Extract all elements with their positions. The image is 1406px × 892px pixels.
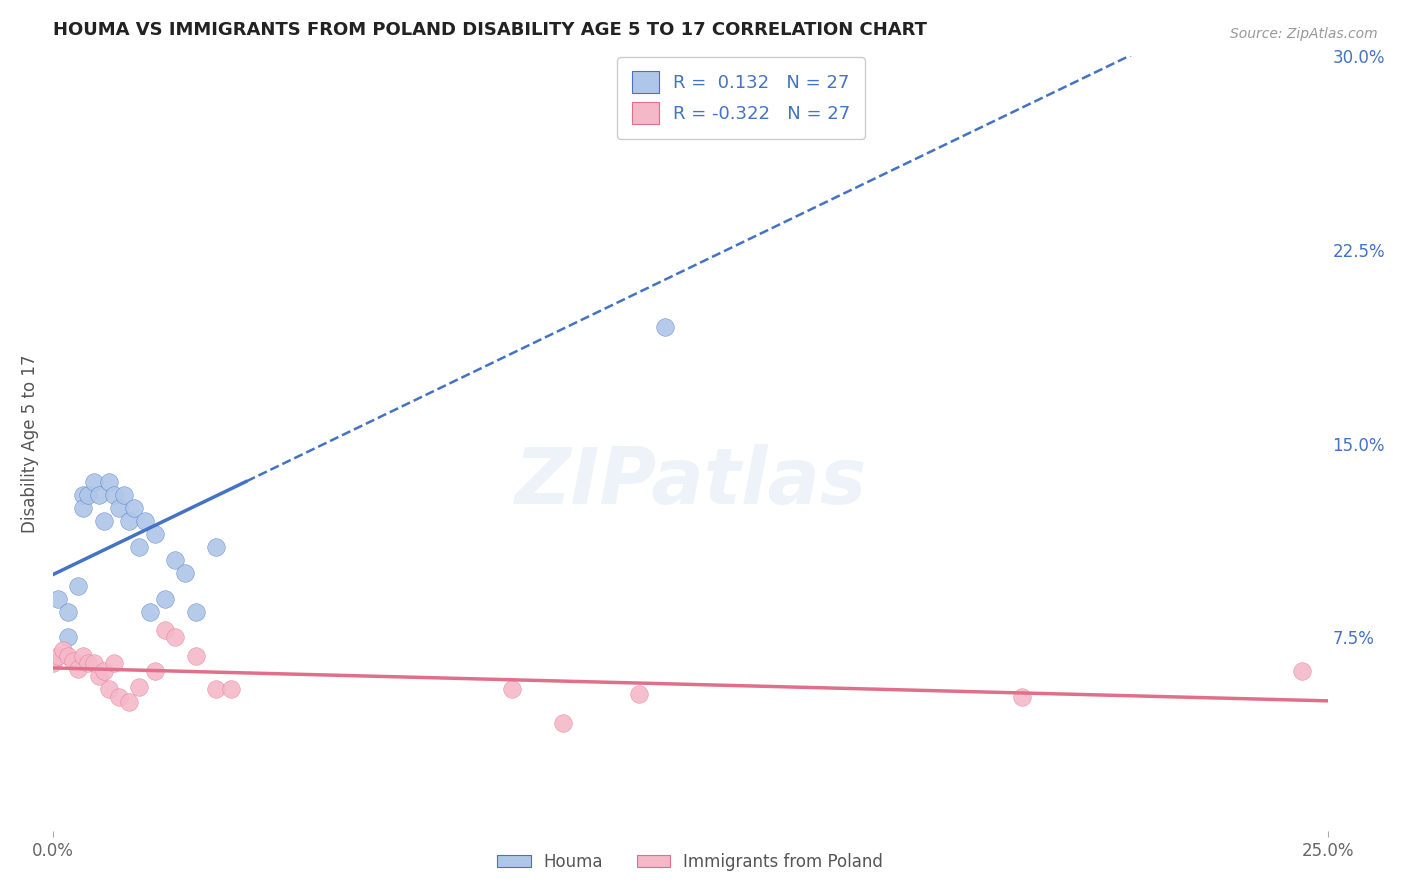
Text: ZIPatlas: ZIPatlas: [515, 444, 866, 520]
Point: [72, 488, 94, 502]
Point: [97, 475, 120, 490]
Point: [1291, 664, 1313, 678]
Point: [72, 501, 94, 516]
Point: [184, 648, 207, 663]
Point: [62, 654, 84, 668]
Point: [118, 514, 141, 528]
Point: [56, 648, 79, 663]
Point: [124, 501, 146, 516]
Point: [118, 695, 141, 709]
Point: [134, 514, 156, 528]
Point: [153, 591, 176, 606]
Point: [87, 669, 110, 683]
Point: [551, 715, 574, 730]
Point: [83, 657, 105, 671]
Point: [67, 661, 90, 675]
Point: [143, 527, 166, 541]
Point: [628, 687, 651, 701]
Y-axis label: Disability Age 5 to 17: Disability Age 5 to 17: [21, 354, 39, 533]
Point: [1011, 690, 1033, 704]
Point: [501, 682, 523, 697]
Text: HOUMA VS IMMIGRANTS FROM POLAND DISABILITY AGE 5 TO 17 CORRELATION CHART: HOUMA VS IMMIGRANTS FROM POLAND DISABILI…: [52, 21, 927, 39]
Point: [103, 488, 125, 502]
Point: [832, 113, 855, 128]
Point: [77, 657, 100, 671]
Point: [97, 682, 120, 697]
Point: [77, 488, 100, 502]
Point: [67, 579, 90, 593]
Point: [184, 605, 207, 619]
Point: [108, 690, 131, 704]
Point: [112, 488, 135, 502]
Point: [93, 514, 115, 528]
Point: [108, 501, 131, 516]
Point: [165, 631, 187, 645]
Point: [174, 566, 197, 580]
Point: [56, 631, 79, 645]
Point: [56, 605, 79, 619]
Legend: Houma, Immigrants from Poland: Houma, Immigrants from Poland: [491, 846, 890, 878]
Point: [165, 553, 187, 567]
Text: Source: ZipAtlas.com: Source: ZipAtlas.com: [1230, 27, 1378, 41]
Point: [72, 648, 94, 663]
Point: [654, 320, 676, 334]
Point: [205, 540, 228, 554]
Point: [138, 605, 160, 619]
Point: [93, 664, 115, 678]
Point: [143, 664, 166, 678]
Point: [205, 682, 228, 697]
Point: [87, 488, 110, 502]
Point: [83, 475, 105, 490]
Point: [46, 591, 69, 606]
Point: [46, 648, 69, 663]
Point: [128, 680, 150, 694]
Point: [219, 682, 242, 697]
Point: [103, 657, 125, 671]
Point: [153, 623, 176, 637]
Point: [41, 657, 63, 671]
Point: [52, 643, 75, 657]
Point: [128, 540, 150, 554]
